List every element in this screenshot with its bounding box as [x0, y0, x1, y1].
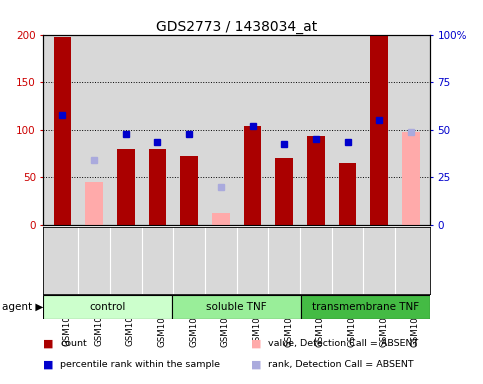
- Bar: [370, 35, 388, 225]
- Text: control: control: [90, 302, 126, 312]
- Bar: [54, 37, 71, 225]
- Text: rank, Detection Call = ABSENT: rank, Detection Call = ABSENT: [268, 360, 414, 369]
- Text: ■: ■: [251, 360, 262, 370]
- Bar: [339, 163, 356, 225]
- Bar: [307, 136, 325, 225]
- Text: percentile rank within the sample: percentile rank within the sample: [60, 360, 220, 369]
- Bar: [43, 295, 172, 319]
- Text: soluble TNF: soluble TNF: [206, 302, 267, 312]
- Bar: [275, 158, 293, 225]
- Text: value, Detection Call = ABSENT: value, Detection Call = ABSENT: [268, 339, 418, 348]
- Bar: [244, 126, 261, 225]
- Bar: [172, 295, 301, 319]
- Text: ■: ■: [251, 339, 262, 349]
- Bar: [117, 149, 135, 225]
- Bar: [85, 182, 103, 225]
- Bar: [212, 213, 229, 225]
- Text: agent ▶: agent ▶: [2, 302, 44, 312]
- Bar: [181, 156, 198, 225]
- Text: ■: ■: [43, 339, 54, 349]
- Text: transmembrane TNF: transmembrane TNF: [312, 302, 419, 312]
- Bar: [149, 149, 166, 225]
- Text: count: count: [60, 339, 87, 348]
- Text: ■: ■: [43, 360, 54, 370]
- Bar: [301, 295, 430, 319]
- Bar: [402, 132, 420, 225]
- Title: GDS2773 / 1438034_at: GDS2773 / 1438034_at: [156, 20, 317, 33]
